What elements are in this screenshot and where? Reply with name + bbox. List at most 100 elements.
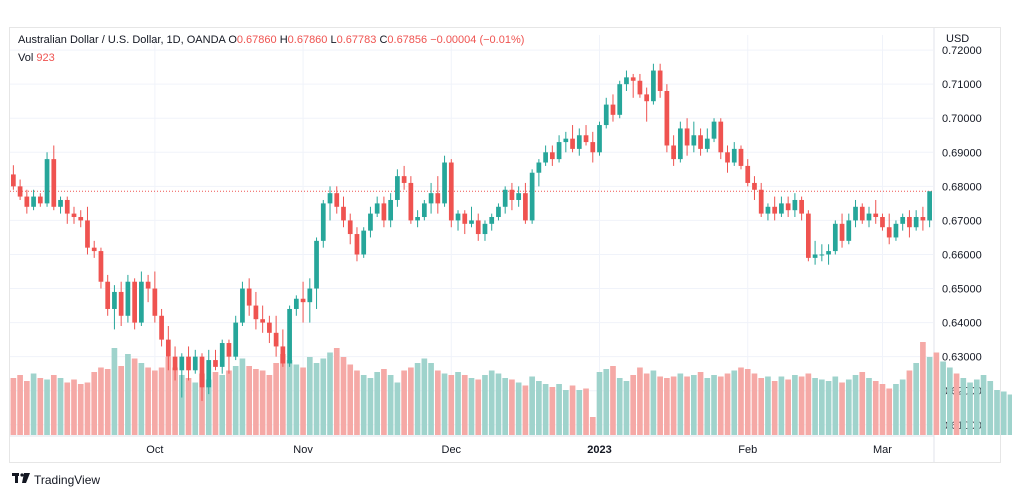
volume-bar (893, 384, 899, 435)
volume-bar (212, 372, 219, 435)
candle-body (826, 251, 831, 255)
volume-bar (118, 366, 124, 435)
candle-body (698, 135, 703, 149)
candle-body (206, 360, 212, 388)
y-tick-label: 0.67000 (942, 215, 982, 227)
volume-bar (347, 364, 354, 435)
candle-body (469, 220, 474, 224)
candle-body (738, 148, 744, 166)
candle-body (806, 213, 811, 258)
candle-body (280, 346, 286, 364)
volume-bar (461, 375, 468, 435)
tradingview-brand[interactable]: TradingView (12, 472, 100, 487)
volume-bar (785, 379, 791, 435)
volume-bar (980, 375, 987, 435)
candle-body (927, 191, 932, 221)
candle-body (421, 203, 427, 218)
candle-body (610, 104, 616, 115)
volume-bar (596, 372, 603, 435)
candle-body (327, 193, 333, 204)
volume-bar (84, 382, 91, 435)
candle-body (536, 162, 542, 173)
volume-bar (758, 378, 765, 435)
volume-bar (111, 348, 118, 435)
volume-bar (178, 375, 185, 435)
candle-body (630, 77, 636, 81)
y-tick-label: 0.68000 (942, 181, 982, 193)
candle-body (462, 213, 468, 224)
volume-bar (232, 366, 239, 435)
candle-body (293, 298, 299, 309)
candle-body (624, 77, 629, 85)
high-label: H (279, 34, 288, 46)
candle-body (758, 189, 764, 214)
candle-body (219, 343, 225, 367)
volume-bar (475, 379, 482, 435)
candle-body (118, 291, 124, 316)
candle-body (711, 121, 717, 139)
candle-body (523, 193, 528, 221)
candle-body (671, 145, 676, 160)
candle-body (381, 203, 387, 221)
candle-body (651, 70, 656, 102)
volume-bar (408, 367, 414, 435)
volume-bar (947, 367, 953, 435)
volume-bar (30, 373, 37, 435)
volume-bar (549, 387, 556, 435)
volume-bar (589, 417, 596, 435)
candle-body (78, 217, 84, 221)
volume-bar (131, 358, 138, 435)
candle-body (637, 80, 643, 95)
volume-bar (381, 369, 387, 435)
candle-body (496, 206, 501, 218)
volume-bar (77, 384, 84, 435)
x-tick-label: Nov (293, 444, 313, 456)
volume-bar (717, 376, 724, 435)
volume-bar (50, 375, 57, 435)
volume-bar (266, 375, 273, 435)
volume-bar (603, 369, 610, 435)
candle-body (839, 223, 845, 241)
volume-bar (765, 376, 771, 435)
volume-bar (812, 378, 818, 435)
low-value: 0.67783 (336, 34, 377, 46)
volume-bar (300, 367, 306, 435)
volume-bar (145, 367, 151, 435)
candle-body (799, 199, 804, 214)
volume-bar (623, 381, 630, 435)
candle-body (455, 213, 461, 221)
volume-bar (751, 373, 758, 435)
candle-body (448, 162, 454, 221)
tradingview-logo-icon (12, 472, 30, 487)
candle-body (253, 305, 259, 320)
candle-body (684, 128, 690, 146)
volume-bar (414, 363, 421, 435)
volume-legend: Vol 923 (18, 52, 55, 64)
volume-bar (731, 370, 738, 435)
symbol-title: Australian Dollar / U.S. Dollar, 1D, OAN… (18, 34, 226, 46)
volume-bar (313, 363, 320, 435)
volume-bar (819, 379, 825, 435)
candle-body (368, 213, 373, 231)
volume-bar (576, 390, 583, 435)
volume-bar (37, 378, 44, 435)
candle-body (24, 196, 30, 207)
volume-bar (684, 376, 690, 435)
volume-bar (805, 373, 812, 435)
volume-bar (637, 367, 643, 435)
candle-body (489, 217, 495, 224)
candle-body (509, 189, 515, 200)
candle-body (287, 308, 292, 364)
chart-legend: Australian Dollar / U.S. Dollar, 1D, OAN… (18, 34, 524, 46)
candle-body (785, 203, 791, 211)
candle-body (617, 84, 623, 115)
candle-body (745, 165, 751, 183)
volume-bar (825, 381, 832, 435)
candle-body (354, 234, 360, 255)
volume-bar (10, 378, 17, 435)
candle-body (691, 135, 697, 146)
candle-body (475, 220, 481, 235)
candle-body (866, 213, 872, 221)
volume-value: 923 (36, 52, 55, 64)
